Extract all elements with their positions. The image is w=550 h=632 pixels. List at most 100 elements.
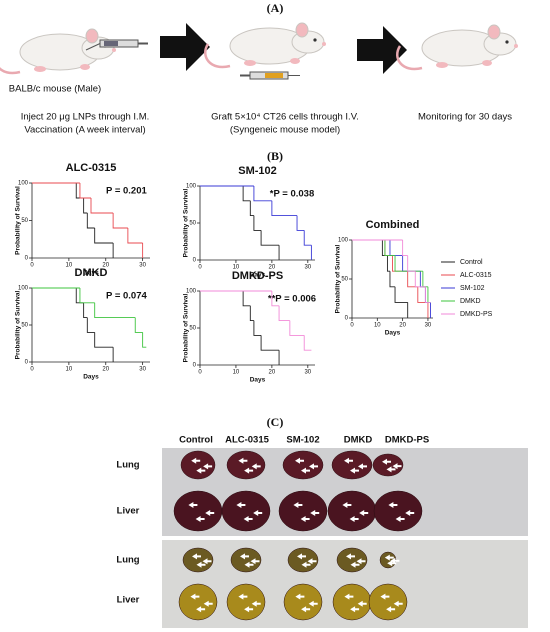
legend-label: DMKD-PS (460, 311, 493, 318)
mouse-illustration (203, 21, 328, 69)
nodule-arrow (301, 467, 310, 474)
survival-step (271, 291, 280, 307)
x-axis-label: Days (250, 272, 266, 279)
nodule-arrow (196, 561, 206, 568)
nodule-arrow (297, 553, 306, 560)
y-axis-label: Probability of Survival (183, 188, 190, 257)
survival-step (260, 335, 280, 351)
nodule-arrow (191, 457, 201, 464)
survival-step (296, 215, 305, 231)
x-axis-label: Days (385, 330, 401, 337)
nodule-arrow (238, 593, 248, 600)
organ (331, 450, 373, 480)
survival-step (112, 213, 128, 229)
p-value: P = 0.074 (106, 291, 147, 302)
column-header: DMKD (344, 435, 373, 446)
survival-step (90, 198, 114, 214)
nodule-arrow (190, 593, 200, 600)
nodule-arrow (196, 606, 206, 613)
row-label: Lung (116, 460, 139, 471)
survival-step (414, 271, 426, 288)
survival-step (94, 302, 136, 319)
x-tick-label: 10 (233, 370, 240, 376)
column-header: ALC-0315 (225, 435, 270, 446)
flow-arrow (357, 26, 407, 74)
nodule-arrow (309, 463, 318, 470)
x-tick-label: 0 (30, 263, 34, 269)
step-caption: Graft 5×10⁴ CT26 cells through I.V. (211, 112, 359, 123)
y-axis-label: Probability of Survival (15, 186, 22, 255)
nodule-arrow (300, 516, 310, 522)
x-tick-label: 20 (102, 263, 109, 269)
nodule-arrow (390, 557, 400, 564)
x-tick-label: 0 (30, 367, 34, 373)
survival-step (407, 271, 418, 288)
x-tick-label: 10 (374, 323, 381, 329)
x-tick-label: 20 (102, 367, 109, 373)
nodule-arrow (192, 553, 201, 560)
y-tick-label: 50 (189, 326, 196, 332)
survival-step (86, 213, 95, 229)
nodule-arrow (344, 593, 354, 600)
y-axis-label: Probability of Survival (15, 290, 22, 359)
survival-step (260, 230, 280, 246)
step-caption: (Syngeneic mouse model) (230, 125, 340, 136)
x-axis-label: Days (83, 270, 99, 277)
x-tick-label: 10 (66, 367, 73, 373)
x-tick-label: 30 (304, 265, 311, 271)
y-tick-label: 0 (345, 316, 349, 322)
nodule-arrow (387, 560, 397, 567)
syringe (240, 71, 300, 80)
nodule-arrow (188, 502, 198, 508)
nodule-arrow (384, 554, 394, 561)
panel-label: (C) (267, 415, 284, 429)
survival-step (83, 198, 88, 214)
legend-label: DMKD (460, 298, 481, 305)
survival-step (94, 228, 114, 244)
chart-title: SM-102 (238, 165, 277, 177)
x-tick-label: 20 (269, 265, 276, 271)
nodule-arrow (250, 558, 260, 565)
organ (221, 490, 271, 532)
survival-step (402, 240, 408, 257)
legend-label: SM-102 (460, 285, 485, 292)
syringe (85, 39, 148, 51)
y-tick-label: 0 (193, 363, 197, 369)
nodule-arrow (344, 457, 353, 464)
x-tick-label: 20 (269, 370, 276, 376)
nodule-arrow (295, 593, 305, 600)
survival-step (394, 255, 423, 272)
flow-arrow (160, 23, 210, 71)
organ (278, 490, 328, 532)
survival-step (271, 200, 298, 217)
survival-step (253, 320, 262, 336)
survival-step (94, 332, 114, 348)
nodule-arrow (244, 561, 254, 568)
nodule-arrow (251, 600, 261, 607)
survival-step (303, 335, 312, 351)
nodule-arrow (386, 606, 396, 613)
organ (372, 453, 404, 477)
nodule-arrow (205, 510, 215, 516)
p-value: **P = 0.006 (268, 294, 316, 305)
y-tick-label: 100 (18, 286, 29, 292)
p-value: *P = 0.038 (270, 189, 314, 200)
nodule-arrow (295, 457, 304, 464)
survival-step (79, 288, 95, 304)
nodule-arrow (388, 502, 398, 508)
x-tick-label: 0 (198, 265, 202, 271)
nodule-arrow (195, 516, 205, 522)
nodule-arrow (350, 467, 359, 474)
survival-step (142, 332, 147, 348)
organ (287, 547, 319, 573)
organ (226, 450, 266, 480)
nodule-arrow (357, 600, 367, 607)
nodule-arrow (386, 466, 396, 473)
y-tick-label: 100 (186, 184, 197, 190)
nodule-arrow (393, 600, 403, 607)
step-caption: Inject 20 μg LNPs through I.M. (21, 112, 150, 123)
organ (283, 583, 323, 621)
x-tick-label: 30 (304, 370, 311, 376)
nodule-arrow (356, 558, 366, 565)
